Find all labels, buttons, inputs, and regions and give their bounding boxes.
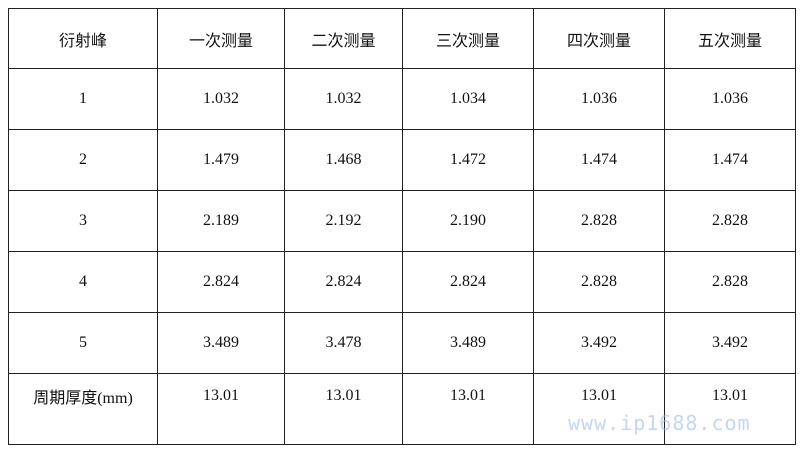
table-cell: 1.036 xyxy=(533,68,665,130)
table-cell: 13.01 xyxy=(533,373,665,445)
table-cell: 2.828 xyxy=(664,190,796,252)
header-row: 衍射峰 一次测量 二次测量 三次测量 四次测量 五次测量 xyxy=(8,8,796,69)
header-cell: 二次测量 xyxy=(284,8,403,69)
table-row: 周期厚度(mm) 13.01 13.01 13.01 13.01 13.01 xyxy=(8,373,796,445)
table-cell: 3.489 xyxy=(402,312,534,374)
table-cell: 2.828 xyxy=(664,251,796,313)
header-cell: 三次测量 xyxy=(402,8,534,69)
table-cell: 1.032 xyxy=(157,68,285,130)
table-cell: 1.474 xyxy=(533,129,665,191)
table-cell: 4 xyxy=(8,251,158,313)
header-cell: 衍射峰 xyxy=(8,8,158,69)
table-cell: 1.468 xyxy=(284,129,403,191)
table-cell: 3 xyxy=(8,190,158,252)
table-cell: 3.492 xyxy=(533,312,665,374)
table-cell: 2.189 xyxy=(157,190,285,252)
table-cell: 13.01 xyxy=(157,373,285,445)
table-row: 5 3.489 3.478 3.489 3.492 3.492 xyxy=(8,312,796,374)
table-row: 1 1.032 1.032 1.034 1.036 1.036 xyxy=(8,68,796,130)
header-cell: 一次测量 xyxy=(157,8,285,69)
table-cell: 2.828 xyxy=(533,251,665,313)
table-cell: 13.01 xyxy=(664,373,796,445)
table-cell: 1.036 xyxy=(664,68,796,130)
table-cell: 13.01 xyxy=(402,373,534,445)
table-cell: 2.824 xyxy=(157,251,285,313)
table-row: 4 2.824 2.824 2.824 2.828 2.828 xyxy=(8,251,796,313)
table-cell: 1.479 xyxy=(157,129,285,191)
table-row: 3 2.189 2.192 2.190 2.828 2.828 xyxy=(8,190,796,252)
table-cell: 2.824 xyxy=(284,251,403,313)
table-cell: 1 xyxy=(8,68,158,130)
table-cell: 2 xyxy=(8,129,158,191)
table-row: 2 1.479 1.468 1.472 1.474 1.474 xyxy=(8,129,796,191)
header-cell: 四次测量 xyxy=(533,8,665,69)
table-cell: 1.034 xyxy=(402,68,534,130)
table-cell: 5 xyxy=(8,312,158,374)
table-cell: 3.478 xyxy=(284,312,403,374)
table-cell: 3.492 xyxy=(664,312,796,374)
table-cell: 周期厚度(mm) xyxy=(8,373,158,445)
table-cell: 2.190 xyxy=(402,190,534,252)
header-cell: 五次测量 xyxy=(664,8,796,69)
table-cell: 1.474 xyxy=(664,129,796,191)
table-cell: 1.472 xyxy=(402,129,534,191)
measurement-table: 衍射峰 一次测量 二次测量 三次测量 四次测量 五次测量 1 1.032 1.032 1.034 1… xyxy=(8,8,796,445)
table-cell: 2.824 xyxy=(402,251,534,313)
table-cell: 1.032 xyxy=(284,68,403,130)
table-cell: 2.192 xyxy=(284,190,403,252)
table-cell: 13.01 xyxy=(284,373,403,445)
table-cell: 3.489 xyxy=(157,312,285,374)
table-cell: 2.828 xyxy=(533,190,665,252)
